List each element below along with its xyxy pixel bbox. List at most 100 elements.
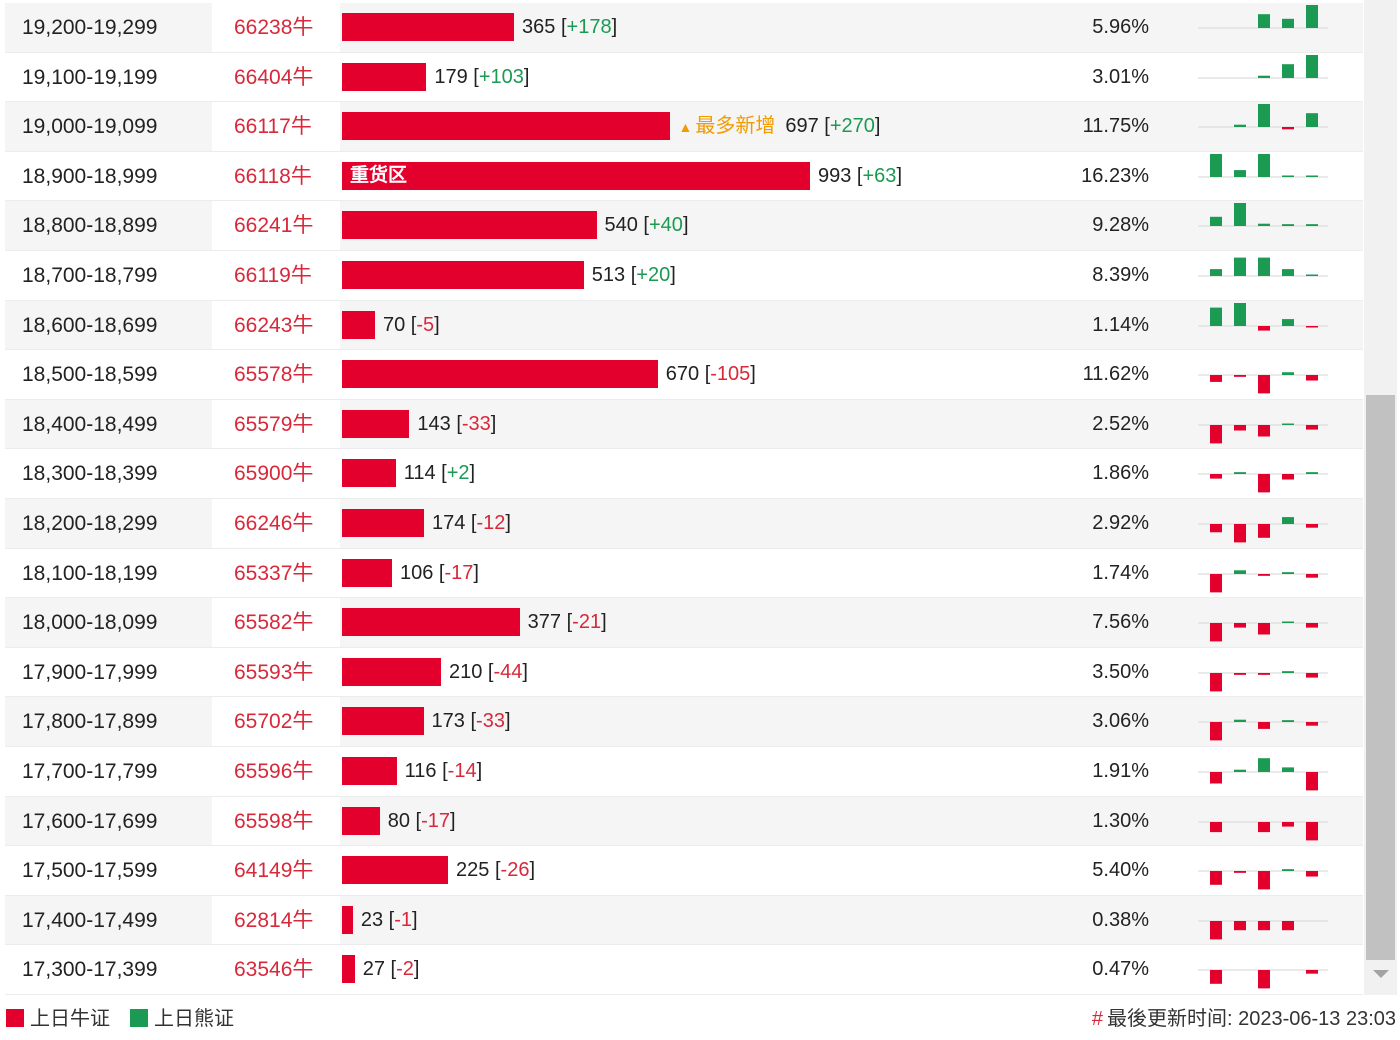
cbbc-code-link[interactable]: 62814牛: [234, 908, 314, 932]
percentage: 3.06%: [1092, 710, 1149, 733]
price-range: 18,200-18,299: [22, 511, 158, 535]
cbbc-code-link[interactable]: 64149牛: [234, 859, 314, 883]
table-row: 19,100-19,199 66404牛 179 [+103] 3.01%: [5, 53, 1363, 103]
table-row: 19,000-19,099 66117牛 ▲ 最多新增 697 [+270] 11.75%: [5, 102, 1363, 152]
cbbc-code-link[interactable]: 66119牛: [234, 263, 312, 287]
count-value: 513 [+20]: [591, 263, 676, 286]
count-number: 225: [456, 859, 490, 882]
sparkline-bar: [1234, 720, 1246, 723]
volume-bar: [342, 508, 424, 537]
sparkline-bar: [1210, 672, 1222, 692]
sparkline-bar: [1234, 424, 1246, 431]
sparkline-bar: [1234, 569, 1246, 574]
cbbc-code-link[interactable]: 65598牛: [234, 809, 314, 833]
volume-bar: [342, 806, 380, 835]
cbbc-code-link[interactable]: 63546牛: [234, 958, 314, 982]
sparkline-bar: [1210, 970, 1222, 985]
cbbc-code-link[interactable]: 65596牛: [234, 759, 314, 783]
sparkline-bar: [1210, 821, 1222, 832]
count-value: 225 [-26]: [456, 859, 535, 882]
sparkline-bar: [1306, 672, 1318, 678]
sparkline-bar: [1282, 767, 1294, 772]
cbbc-code-link[interactable]: 65337牛: [234, 561, 314, 585]
sparkline-bar: [1306, 970, 1318, 974]
change-number: +103: [478, 65, 524, 88]
code-cell: 66119牛: [212, 251, 340, 300]
history-sparkline: [1198, 423, 1328, 444]
sparkline-bar: [1306, 113, 1318, 128]
cbbc-code-link[interactable]: 65702牛: [234, 710, 314, 734]
count-value: 540 [+40]: [604, 214, 689, 237]
price-range: 18,400-18,499: [22, 412, 158, 436]
sparkline-bar: [1282, 127, 1294, 130]
sparkline-bar: [1258, 920, 1270, 930]
code-cell: 63546牛: [212, 945, 340, 994]
percentage: 1.74%: [1092, 561, 1149, 584]
count-number: 106: [399, 561, 434, 584]
cbbc-code-link[interactable]: 65578牛: [234, 363, 314, 387]
cbbc-code-link[interactable]: 66117牛: [234, 115, 312, 139]
price-range: 19,100-19,199: [22, 65, 158, 89]
count-number: 670: [665, 363, 700, 386]
scrollbar[interactable]: [1364, 0, 1397, 995]
sparkline-bar: [1282, 63, 1294, 78]
cbbc-code-link[interactable]: 65579牛: [234, 412, 314, 436]
volume-bar: [342, 955, 355, 984]
count-value: 179 [+103]: [434, 65, 530, 88]
sparkline-bar: [1282, 821, 1294, 827]
sparkline-bar: [1282, 269, 1294, 276]
scroll-down-arrow-icon[interactable]: [1373, 970, 1389, 978]
sparkline-bar: [1258, 14, 1270, 28]
sparkline-bar: [1258, 325, 1270, 331]
change-number: +63: [862, 164, 897, 187]
sparkline-bar: [1210, 573, 1222, 592]
count-number: 173: [431, 710, 465, 733]
sparkline-bar: [1258, 970, 1270, 989]
percentage: 5.96%: [1092, 16, 1149, 38]
cbbc-code-link[interactable]: 65593牛: [234, 660, 314, 684]
history-sparkline: [1198, 54, 1328, 79]
history-sparkline: [1198, 472, 1328, 493]
sparkline-bar: [1258, 523, 1270, 538]
cbbc-code-link[interactable]: 66404牛: [234, 65, 314, 89]
cbbc-code-link[interactable]: 66241牛: [234, 214, 314, 238]
sparkline-bar: [1210, 771, 1222, 784]
cbbc-code-link[interactable]: 65582牛: [234, 611, 314, 635]
change-number: -12: [476, 511, 506, 534]
count-number: 23: [360, 908, 384, 931]
code-cell: 62814牛: [212, 895, 340, 945]
sparkline-bar: [1234, 257, 1246, 276]
sparkline-bar: [1306, 722, 1318, 726]
cbbc-code-link[interactable]: 65900牛: [234, 462, 314, 486]
change-number: -1: [394, 908, 412, 931]
percentage: 1.91%: [1092, 759, 1149, 782]
sparkline-bar: [1306, 224, 1318, 227]
scrollbar-thumb[interactable]: [1366, 395, 1395, 960]
percentage: 3.01%: [1092, 65, 1149, 88]
count-value: 174 [-12]: [432, 511, 511, 534]
cbbc-code-link[interactable]: 66238牛: [234, 16, 314, 39]
volume-bar: [342, 756, 397, 785]
price-range: 17,700-17,799: [22, 759, 158, 783]
code-cell: 65596牛: [212, 747, 340, 796]
cbbc-code-link[interactable]: 66246牛: [234, 511, 314, 535]
volume-bar: 重货区: [342, 161, 810, 190]
most-added-tag: ▲ 最多新增: [678, 115, 775, 137]
table-row: 19,200-19,299 66238牛 365 [+178] 5.96%: [5, 3, 1363, 53]
code-cell: 65337牛: [212, 549, 340, 598]
volume-bar: [342, 608, 520, 637]
sparkline-bar: [1234, 523, 1246, 543]
count-value: 70 [-5]: [382, 313, 440, 336]
percentage: 11.62%: [1082, 363, 1149, 386]
sparkline-bar: [1210, 623, 1222, 642]
sparkline-bar: [1234, 920, 1246, 930]
sparkline-bar: [1306, 5, 1318, 28]
count-number: 179: [434, 65, 468, 88]
price-range: 19,200-19,299: [22, 16, 158, 39]
table-row: 18,800-18,899 66241牛 540 [+40] 9.28%: [5, 201, 1363, 251]
cbbc-code-link[interactable]: 66118牛: [234, 164, 312, 188]
code-cell: 66238牛: [212, 3, 340, 52]
sparkline-bar: [1258, 75, 1270, 78]
hash-icon: #: [1091, 1008, 1103, 1030]
cbbc-code-link[interactable]: 66243牛: [234, 313, 314, 337]
